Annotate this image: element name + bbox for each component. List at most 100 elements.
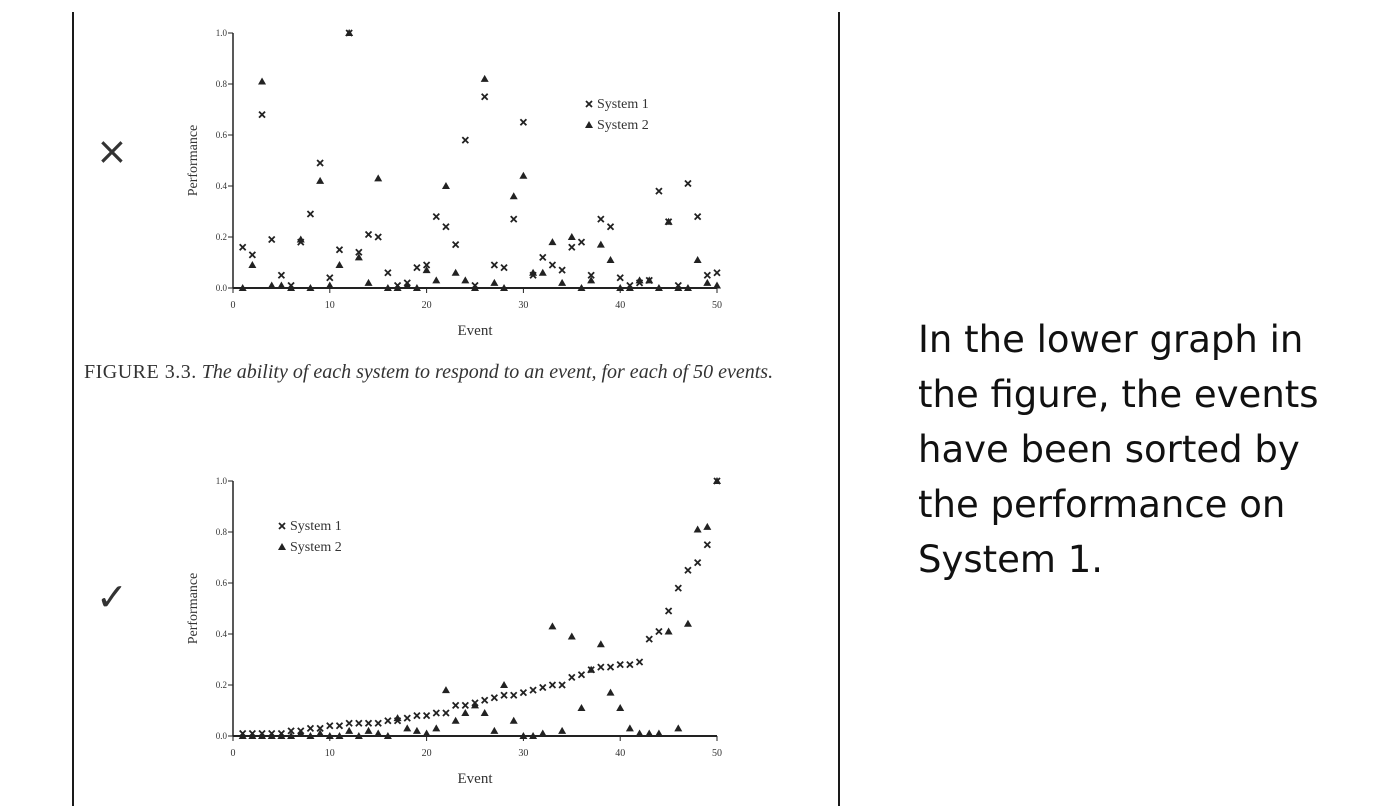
system-2-point	[529, 268, 538, 276]
system-1-point-stroke-b	[374, 233, 382, 241]
system-1-point	[703, 541, 711, 549]
y-tick-label: 0.4	[216, 629, 228, 639]
system-1-point-stroke-b	[568, 243, 576, 251]
system-1-point-stroke-b	[306, 724, 315, 732]
system-2-point	[645, 729, 654, 737]
system-2-point	[616, 703, 625, 711]
system-2-point	[345, 726, 354, 734]
system-1-point-stroke-b	[287, 727, 295, 735]
system-1-point-stroke-b	[481, 696, 489, 704]
system-2-point	[713, 477, 721, 484]
system-2-point	[587, 665, 596, 673]
system-1-point	[422, 711, 431, 720]
system-1-point	[558, 681, 566, 689]
system-2-point	[654, 284, 663, 291]
system-1-point-stroke-b	[597, 663, 605, 671]
system-1-point-stroke-b	[481, 93, 489, 101]
system-2-point	[248, 732, 257, 739]
system-2-point	[558, 278, 567, 286]
system-2-point	[635, 276, 644, 284]
system-1-point	[461, 701, 469, 710]
system-1-point	[606, 663, 615, 671]
cross-mark-icon: ×	[96, 129, 128, 173]
chart-sorted-events: 0 10 20 30 40 50 0.0 0.2 0.4 0.6 0.8 1.0 Event Perfor…	[0, 468, 760, 798]
system-1-point	[403, 714, 411, 722]
system-1-point	[326, 274, 334, 282]
system-2-point	[364, 278, 373, 286]
system-1-point-stroke-b	[384, 269, 392, 277]
system-1-point	[239, 243, 247, 251]
legend-marker-system-1-stroke-b	[278, 522, 286, 530]
system-2-point	[519, 171, 528, 179]
system-2-point	[480, 709, 489, 717]
system-1-point	[432, 709, 440, 717]
system-1-point-stroke-b	[500, 691, 508, 699]
system-1-point	[587, 271, 595, 279]
system-2-point	[412, 284, 421, 291]
system-1-point-stroke-b	[616, 274, 624, 282]
system-1-point-stroke-b	[519, 118, 528, 126]
system-2-point	[490, 278, 499, 286]
system-1-point	[548, 261, 557, 269]
system-1-point	[645, 635, 653, 643]
system-1-point	[510, 691, 518, 699]
system-2-point	[316, 176, 325, 184]
system-1-point	[277, 271, 286, 279]
legend-label-system-2: System 2	[597, 118, 649, 133]
figure-caption-text: The ability of each system to respond to…	[201, 361, 774, 383]
system-1-point	[597, 663, 605, 671]
system-1-point	[694, 212, 702, 221]
system-2-point	[538, 729, 547, 737]
system-2-point	[441, 686, 450, 694]
x-tick-label: 20	[422, 300, 432, 311]
system-2-point	[674, 284, 683, 291]
system-1-point-stroke-b	[335, 246, 344, 254]
system-1-point-stroke-b	[587, 271, 595, 279]
y-tick-label: 0.8	[216, 527, 228, 537]
system-1-point-stroke-b	[539, 683, 547, 692]
system-2-point	[490, 726, 499, 734]
system-2-point	[567, 233, 576, 240]
system-2-point	[625, 284, 634, 291]
system-1-point	[655, 627, 663, 636]
system-1-point-stroke-b	[490, 694, 498, 702]
system-1-point	[674, 584, 682, 592]
system-1-point-stroke-b	[539, 253, 547, 262]
system-2-point	[703, 522, 712, 530]
system-1-point-stroke-b	[655, 627, 663, 636]
system-2-point	[306, 732, 315, 739]
system-1-point-stroke-b	[490, 261, 498, 269]
system-2-point	[432, 276, 441, 284]
system-1-point-stroke-b	[606, 223, 615, 231]
system-2-point	[471, 701, 479, 709]
system-1-point	[664, 607, 673, 615]
system-2-point	[606, 255, 615, 263]
system-1-point-stroke-b	[355, 248, 363, 256]
system-1-point-stroke-b	[248, 251, 256, 259]
system-1-point-stroke-b	[384, 717, 392, 725]
system-2-point	[258, 77, 267, 85]
chart-unsorted-events: 0 10 20 30 40 50 0.0 0.2 0.4 0.6 0.8 1.0 Event Perfor…	[0, 20, 760, 350]
system-2-point	[403, 724, 412, 732]
system-1-point-stroke-b	[306, 210, 315, 218]
system-2-point	[529, 732, 538, 739]
y-tick-label: 0.6	[216, 130, 228, 140]
x-axis-title: Event	[458, 323, 494, 339]
system-1-point	[374, 233, 382, 241]
system-1-point-stroke-b	[403, 714, 411, 722]
system-1-point-stroke-b	[558, 681, 566, 689]
system-1-point	[539, 683, 547, 692]
system-2-point	[596, 240, 605, 248]
system-1-point	[490, 261, 498, 269]
y-tick-label: 0.4	[216, 181, 228, 191]
system-2-point	[364, 726, 373, 734]
system-2-point	[335, 732, 344, 739]
system-2-point	[354, 253, 363, 261]
system-1-point	[384, 269, 392, 277]
system-1-point-stroke-b	[577, 238, 586, 246]
system-2-point	[451, 716, 460, 724]
system-1-point	[306, 210, 315, 218]
system-1-point-stroke-b	[326, 274, 334, 282]
system-2-point	[500, 681, 509, 688]
system-1-point	[577, 671, 586, 679]
